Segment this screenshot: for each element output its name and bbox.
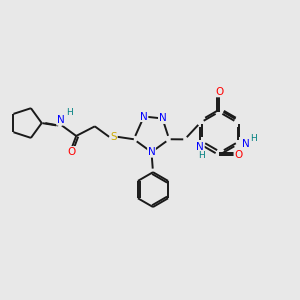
Text: O: O [68,146,76,157]
Text: H: H [66,108,73,117]
Text: S: S [110,132,117,142]
Text: N: N [196,142,204,152]
Text: H: H [250,134,257,143]
Text: N: N [242,139,250,149]
Text: N: N [140,112,148,122]
Text: N: N [57,115,64,125]
Text: H: H [198,151,205,160]
Text: N: N [148,147,155,157]
Text: N: N [159,113,166,124]
Text: O: O [234,150,242,160]
Text: O: O [215,87,223,97]
